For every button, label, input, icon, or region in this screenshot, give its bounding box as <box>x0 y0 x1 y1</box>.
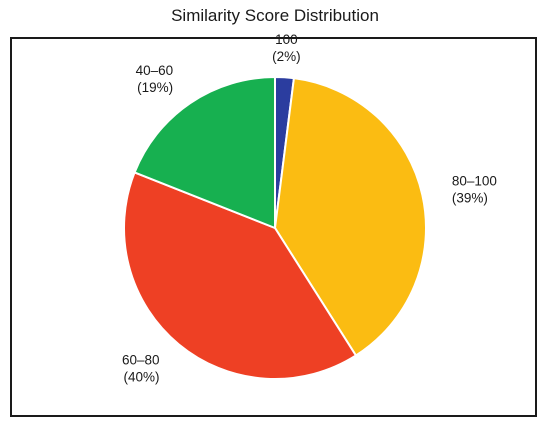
pie-slice-label-0: 100 (2%) <box>272 32 301 64</box>
pie-slice-2 <box>123 171 358 380</box>
pie-slice-label-3: 40–60 (19%) <box>136 63 174 95</box>
pie-slice-label-2: 60–80 (40%) <box>122 353 160 385</box>
pie-slice-3 <box>133 75 276 230</box>
pie-labels: 100 (2%) 80–100 (39%) 60–80 (40%) 40–60 (19%) <box>122 32 497 384</box>
pie-slices <box>123 75 427 380</box>
chart-title: Similarity Score Distribution <box>171 6 379 25</box>
chart-frame <box>10 37 537 417</box>
pie-slice-label-1: 80–100 (39%) <box>452 173 497 205</box>
